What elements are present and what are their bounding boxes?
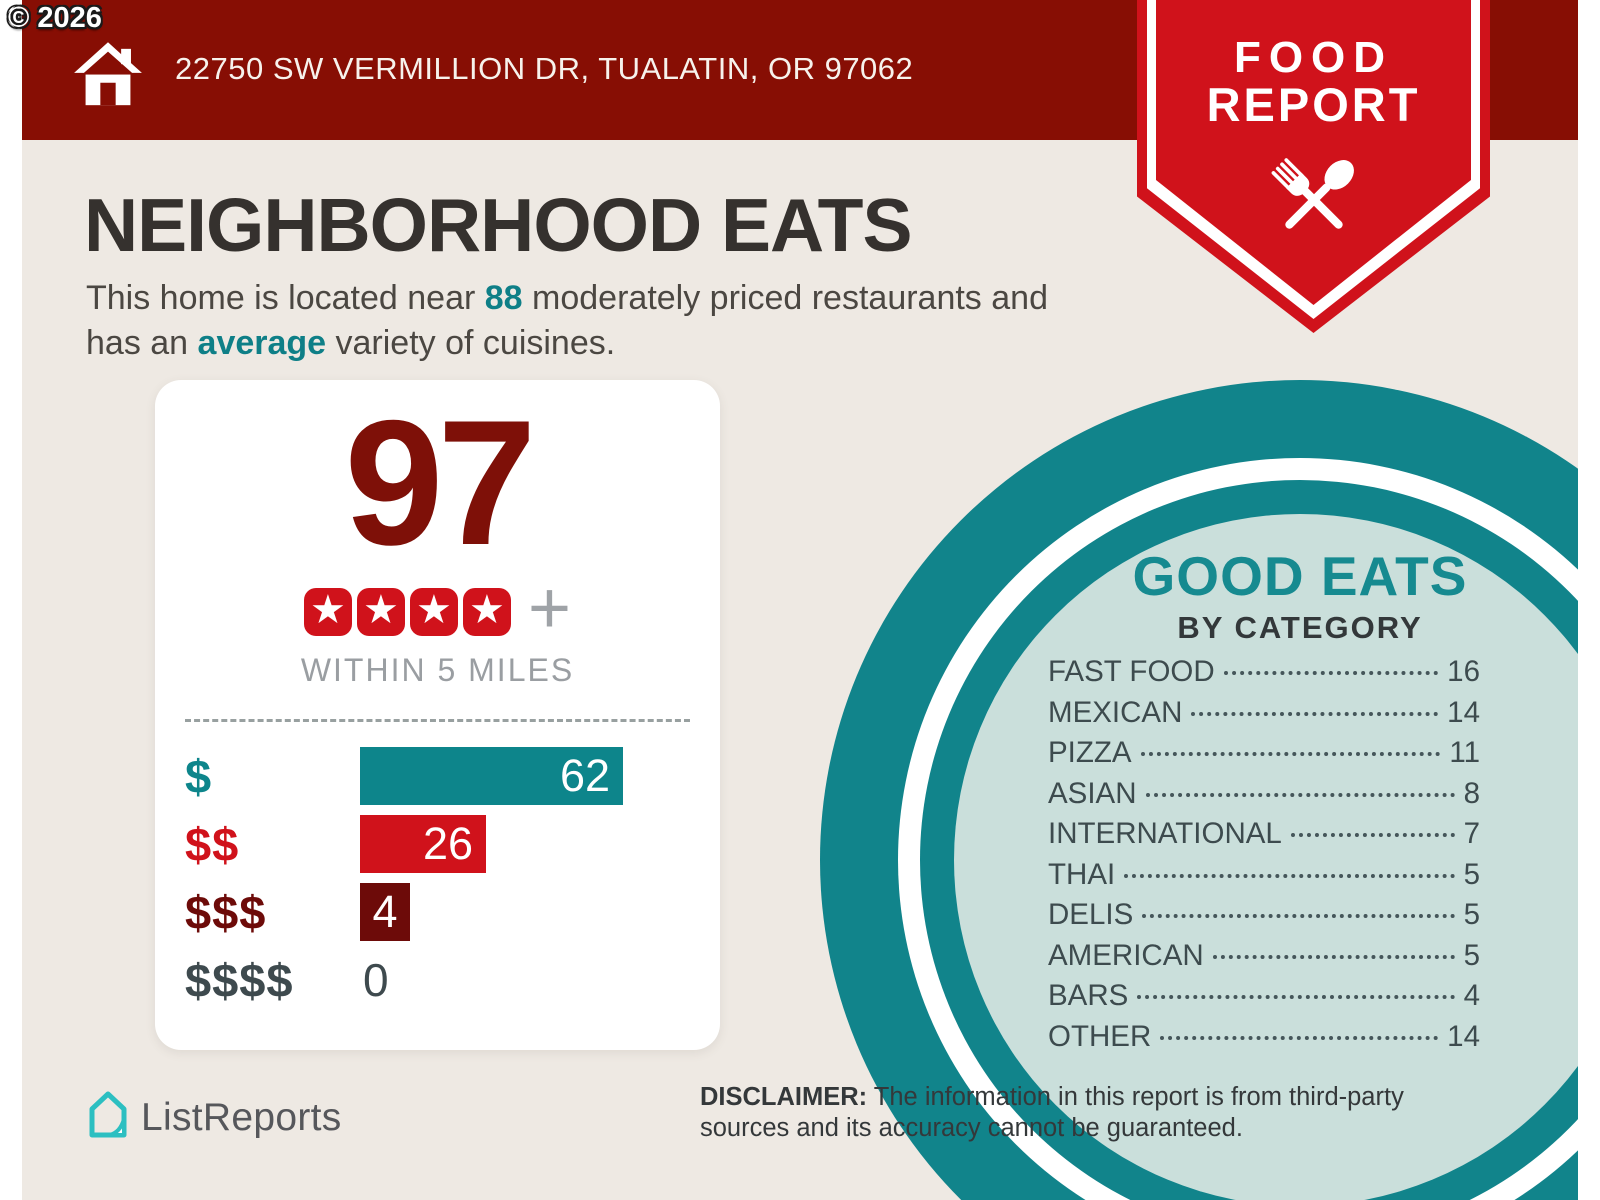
price-tier-label: $ [185, 749, 213, 803]
category-row: DELIS 5 [1048, 898, 1480, 939]
category-value: 5 [1463, 857, 1480, 891]
bar-track: 4 [360, 883, 690, 941]
price-bar-row: $62 [185, 742, 690, 810]
category-value: 14 [1447, 695, 1480, 729]
subtitle-accent: average [197, 323, 327, 362]
subtitle-text: variety of cuisines. [326, 323, 616, 362]
category-value: 16 [1447, 655, 1480, 688]
left-page-margin [0, 0, 22, 1200]
category-label: INTERNATIONAL [1048, 817, 1282, 850]
category-value: 5 [1463, 898, 1480, 931]
category-value: 11 [1449, 736, 1480, 769]
category-value: 7 [1463, 817, 1480, 850]
dotted-leader [1191, 711, 1439, 716]
dashed-divider [185, 719, 690, 722]
price-tier-label: $$$ [185, 885, 267, 939]
category-row: PIZZA 11 [1048, 736, 1480, 777]
price-tier-label: $$$$ [185, 953, 294, 1007]
category-row: FAST FOOD 16 [1048, 655, 1480, 696]
badge-title-line1: FOOD [1233, 33, 1394, 82]
category-value: 8 [1463, 776, 1480, 810]
category-row: INTERNATIONAL 7 [1048, 817, 1480, 858]
category-value: 14 [1447, 1019, 1480, 1053]
category-label: ASIAN [1048, 776, 1137, 810]
category-label: THAI [1048, 857, 1116, 891]
price-bar-row: $$$$ 0 [185, 946, 690, 1014]
dotted-leader [1160, 1035, 1439, 1040]
restaurant-score: 97 [344, 383, 537, 582]
good-eats-title: GOOD EATS [1132, 545, 1468, 607]
category-label: AMERICAN [1048, 938, 1204, 972]
good-eats-header: GOOD EATS BY CATEGORY [1050, 545, 1550, 646]
right-page-margin [1578, 0, 1600, 1200]
star-tiles: ★ ★ ★ ★ [303, 588, 511, 636]
category-label: MEXICAN [1048, 695, 1183, 729]
category-row: AMERICAN 5 [1048, 939, 1480, 980]
dotted-leader [1140, 752, 1441, 756]
disclaimer-text: DISCLAIMER: The information in this repo… [700, 1082, 1500, 1144]
bar-fill: 62 [360, 747, 623, 805]
bar-fill: 26 [360, 815, 486, 873]
category-label: DELIS [1048, 898, 1134, 931]
subtitle-text: moderately priced restaurants and [522, 279, 1048, 317]
star-rating: ★ ★ ★ ★ + [155, 571, 720, 645]
category-label: PIZZA [1048, 736, 1132, 769]
dotted-leader [1290, 833, 1455, 837]
page-subtitle: This home is located near 88 moderately … [86, 276, 1048, 366]
category-label: OTHER [1048, 1019, 1152, 1053]
bar-track: 26 [360, 815, 690, 873]
star-icon: ★ [409, 588, 458, 636]
subtitle-accent: 88 [484, 279, 523, 317]
house-icon [73, 32, 143, 121]
bar-track: 0 [360, 951, 690, 1009]
badge-title: FOOD REPORT [1137, 36, 1490, 130]
radius-label: WITHIN 5 MILES [300, 652, 575, 688]
bar-zero-value: 0 [363, 954, 389, 1006]
dotted-leader [1145, 792, 1455, 797]
property-address: 22750 SW VERMILLION DR, TUALATIN, OR 970… [175, 51, 914, 86]
category-label: FAST FOOD [1048, 655, 1215, 688]
price-bar-chart: $62 $$ 26 $$$ 4 $$$$ 0 [155, 742, 720, 1014]
dotted-leader [1137, 995, 1455, 999]
score-card: 97 ★ ★ ★ ★ + WITHIN 5 MILES $62 $$ 26 $$$ 4 $$$$… [155, 380, 720, 1050]
bar-track: 62 [360, 747, 690, 805]
price-tier-label: $$ [185, 817, 240, 871]
crossed-spoon-fork-icon [1260, 150, 1368, 255]
dotted-leader [1212, 954, 1455, 959]
star-icon: ★ [356, 588, 405, 636]
category-row: MEXICAN 14 [1048, 696, 1480, 737]
price-bar-row: $$ 26 [185, 810, 690, 878]
star-icon: ★ [462, 588, 511, 636]
category-label: BARS [1048, 979, 1129, 1012]
dotted-leader [1142, 914, 1455, 918]
category-list: FAST FOOD 16 MEXICAN 14 PIZZA 11 ASIAN 8 INTERNA… [1048, 655, 1480, 1060]
category-value: 5 [1463, 938, 1480, 972]
good-eats-circle-fill [954, 514, 1600, 1200]
price-bar-row: $$$ 4 [185, 878, 690, 946]
category-row: OTHER 14 [1048, 1020, 1480, 1061]
listreports-brand: ListReports [85, 1088, 342, 1147]
subtitle-text: This home is located near [86, 279, 485, 317]
category-row: THAI 5 [1048, 858, 1480, 899]
dotted-leader [1223, 671, 1439, 675]
listreports-brand-name: ListReports [141, 1095, 342, 1139]
badge-title-line2: REPORT [1206, 78, 1421, 131]
disclaimer-label: DISCLAIMER: [700, 1083, 868, 1111]
dotted-leader [1124, 873, 1455, 878]
listreports-logo-icon [85, 1088, 131, 1147]
food-report-badge: FOOD REPORT [1137, 0, 1490, 333]
star-icon: ★ [303, 588, 352, 636]
disclaimer-body: The information in this report is from t… [700, 1083, 1404, 1143]
good-eats-subtitle: BY CATEGORY [1177, 609, 1423, 645]
page-title: NEIGHBORHOOD EATS [84, 183, 912, 267]
category-row: BARS 4 [1048, 979, 1480, 1020]
copyright-watermark: © 2026 [8, 2, 102, 34]
subtitle-text: has an [86, 323, 198, 362]
category-row: ASIAN 8 [1048, 777, 1480, 818]
category-value: 4 [1463, 979, 1480, 1012]
bar-fill: 4 [360, 883, 410, 941]
